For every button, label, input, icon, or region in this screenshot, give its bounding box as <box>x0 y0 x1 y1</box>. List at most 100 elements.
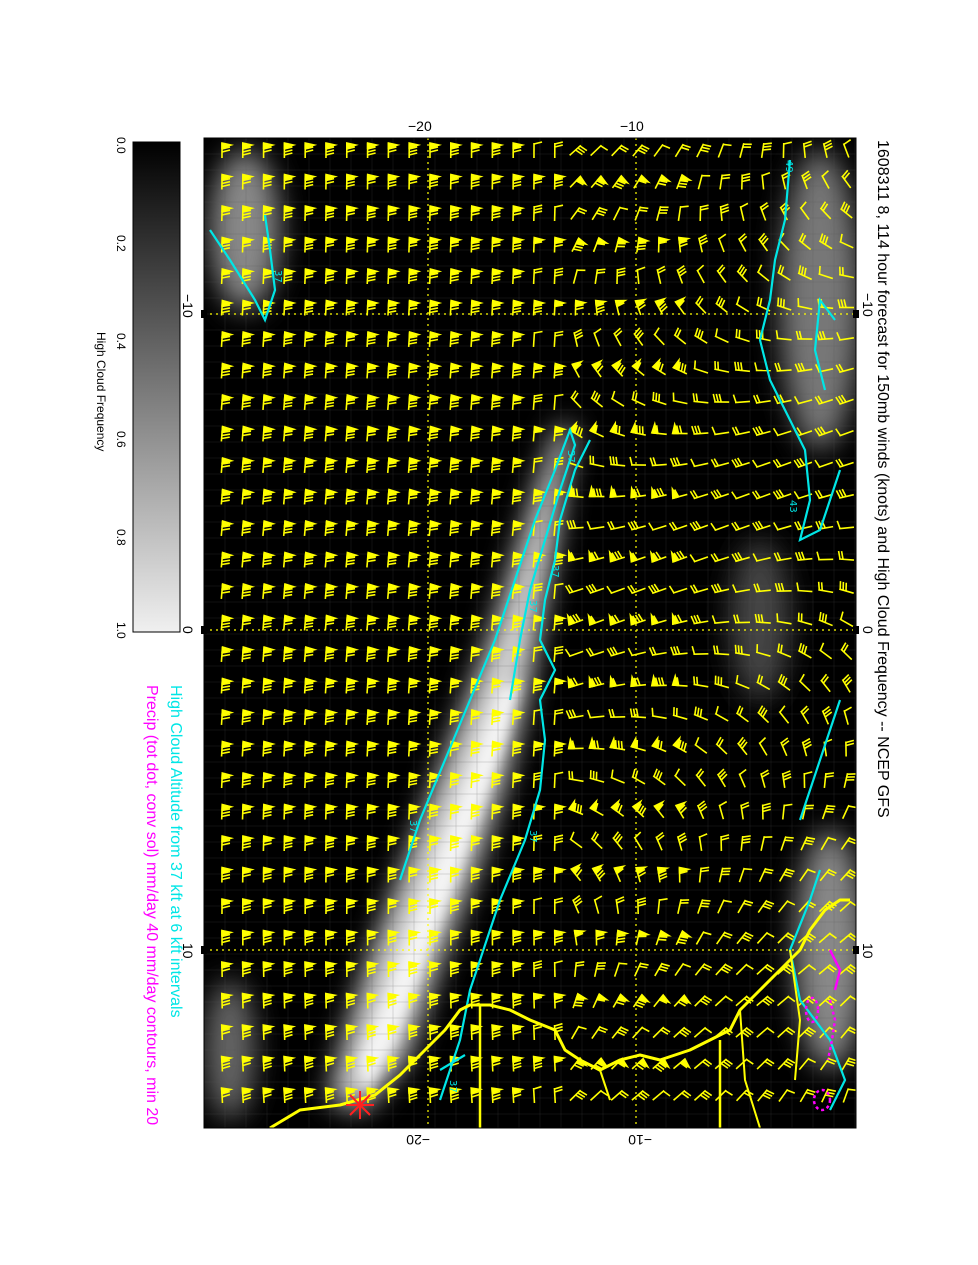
wind-barb <box>776 297 792 311</box>
wind-barb <box>449 551 464 568</box>
wind-barb <box>324 236 339 253</box>
wind-barb <box>553 708 564 726</box>
wind-barb <box>449 708 464 726</box>
wind-barb <box>283 708 297 726</box>
wind-barb <box>512 1055 525 1072</box>
wind-barb <box>408 204 422 222</box>
wind-barb <box>220 330 235 348</box>
wind-barb <box>672 735 687 754</box>
wind-barb <box>837 550 855 561</box>
wind-barb <box>714 995 733 1007</box>
contour-label: 37 <box>447 1080 458 1093</box>
wind-barb <box>511 740 526 757</box>
wind-barb <box>650 673 667 687</box>
contour-se <box>788 869 847 1111</box>
wind-barb <box>449 425 464 442</box>
wind-barb <box>689 584 709 594</box>
wind-barb <box>694 995 713 1007</box>
wind-barb <box>615 896 625 915</box>
wind-barb <box>220 677 235 694</box>
wind-barb <box>532 236 547 253</box>
wind-barb <box>366 614 380 631</box>
wind-barb <box>567 736 584 750</box>
wind-barb <box>719 173 731 190</box>
wind-barb <box>491 677 505 694</box>
wind-barb <box>491 1087 505 1104</box>
wind-barb <box>241 866 255 883</box>
wind-barb <box>428 393 443 411</box>
wind-barb <box>221 866 235 883</box>
wind-barb <box>693 1026 713 1038</box>
wind-barb <box>821 705 833 725</box>
wind-barb <box>675 929 693 946</box>
wind-barb <box>324 456 339 474</box>
wind-barb <box>262 898 276 915</box>
wind-barb <box>303 456 318 474</box>
wind-barb <box>303 551 318 568</box>
wind-barb <box>797 642 812 659</box>
wind-barb <box>407 614 422 631</box>
wind-barb <box>428 299 443 316</box>
wind-barb <box>841 804 856 820</box>
wind-barb <box>715 963 733 976</box>
wind-barb <box>653 143 671 157</box>
wind-barb <box>366 866 380 883</box>
wind-barb <box>470 236 484 253</box>
wind-barb <box>449 803 463 820</box>
wind-barb <box>591 359 604 378</box>
wind-barb <box>631 1089 650 1101</box>
wind-barb <box>428 425 443 442</box>
wind-barb <box>324 488 339 505</box>
wind-barb <box>470 425 484 442</box>
wind-barb <box>386 614 401 631</box>
wind-barb <box>532 425 547 442</box>
wind-barb <box>635 929 651 946</box>
wind-barb <box>282 645 297 663</box>
wind-barb <box>657 898 668 915</box>
wind-barb <box>428 456 443 474</box>
wind-barb <box>449 330 464 348</box>
wind-barb <box>345 834 359 852</box>
wind-barb <box>387 708 401 726</box>
wind-barb <box>715 931 733 945</box>
wind-barb <box>324 1024 338 1041</box>
wind-barb <box>241 173 255 190</box>
wind-barb <box>800 836 816 851</box>
wind-barb <box>491 267 505 285</box>
wind-barb <box>386 488 401 505</box>
wind-barb <box>627 520 646 531</box>
wind-barb <box>387 173 401 190</box>
wind-barb <box>571 236 589 253</box>
wind-barb <box>428 708 443 726</box>
wind-barb <box>797 298 813 310</box>
wind-barb <box>740 801 750 820</box>
wind-barb <box>799 201 810 220</box>
wind-barb <box>629 708 647 719</box>
wind-barb <box>772 458 792 469</box>
wind-barb <box>262 519 276 537</box>
wind-barb <box>470 456 484 474</box>
wind-barb <box>387 992 401 1009</box>
wind-barb <box>761 171 771 190</box>
wind-barb <box>714 675 730 689</box>
wind-barb <box>650 612 667 626</box>
precip-contour-3 <box>812 1088 832 1112</box>
wind-barb <box>676 832 688 851</box>
wind-barb <box>651 707 667 720</box>
wind-barb <box>366 1024 380 1041</box>
wind-barb <box>842 1088 856 1103</box>
wind-barb <box>532 992 546 1009</box>
wind-barb <box>325 929 338 946</box>
wind-barb <box>840 201 853 219</box>
wind-barb <box>386 425 401 442</box>
wind-barb <box>696 800 708 820</box>
wind-barb <box>324 299 339 316</box>
wind-barb <box>712 645 730 656</box>
wind-barb <box>693 706 709 721</box>
wind-barb <box>304 834 318 852</box>
wind-barb <box>387 141 401 159</box>
wind-barb <box>674 143 691 158</box>
wind-barb <box>631 1057 650 1071</box>
wind-barb <box>283 740 297 757</box>
wind-barb <box>428 992 442 1009</box>
